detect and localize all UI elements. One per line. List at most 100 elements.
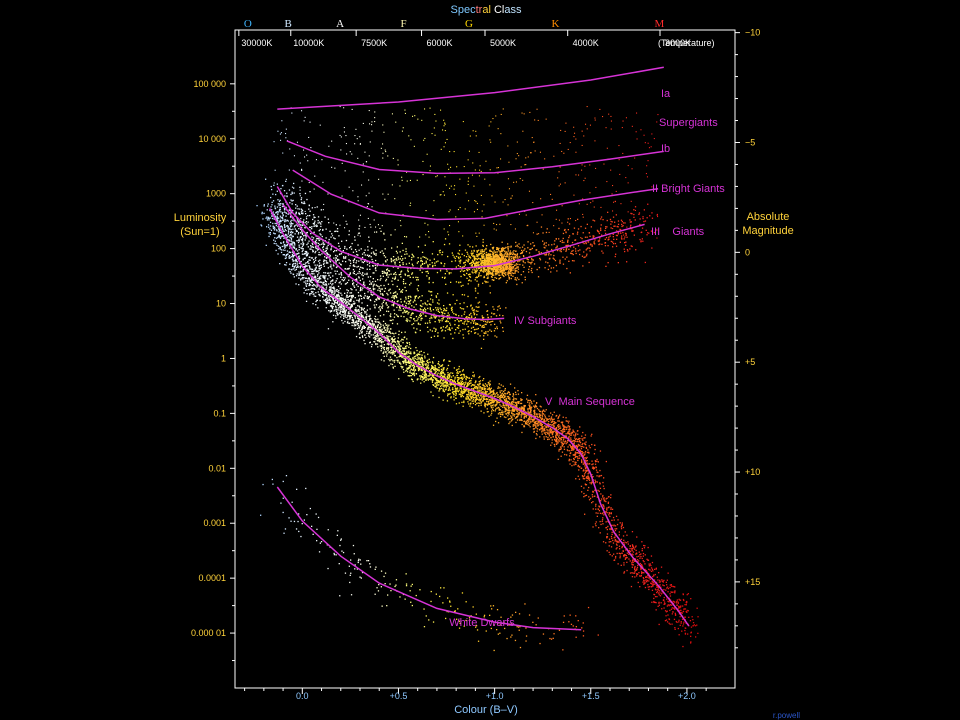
star-point — [512, 401, 514, 403]
star-point — [510, 417, 512, 420]
star-point — [297, 253, 299, 255]
star-point — [544, 425, 546, 427]
star-point — [684, 616, 686, 618]
star-point — [446, 384, 449, 386]
star-point — [469, 394, 471, 396]
star-point — [608, 545, 610, 547]
star-point — [366, 315, 368, 317]
star-point — [633, 572, 636, 574]
star-point — [674, 612, 676, 614]
star-point — [448, 377, 450, 379]
star-point — [650, 567, 653, 569]
star-point — [418, 351, 421, 353]
star-point — [654, 568, 656, 570]
star-point — [279, 215, 282, 217]
star-point — [636, 536, 638, 538]
star-point — [327, 267, 329, 269]
star-point — [302, 270, 304, 272]
star-point — [415, 295, 418, 297]
star-point — [574, 453, 577, 455]
star-point — [284, 234, 286, 237]
star-point — [503, 390, 505, 393]
star-point — [332, 321, 334, 323]
star-point — [623, 564, 625, 566]
star-point — [597, 461, 599, 463]
star-point — [271, 204, 273, 206]
star-point — [445, 310, 447, 312]
star-point — [389, 339, 391, 342]
star-point — [363, 327, 366, 329]
star-point — [525, 413, 527, 416]
star-point — [369, 299, 371, 301]
star-point — [574, 451, 577, 453]
star-point — [347, 299, 349, 301]
star-point — [485, 392, 487, 394]
star-point — [599, 512, 602, 514]
star-point — [336, 255, 339, 257]
star-point — [527, 401, 529, 403]
star-point — [298, 244, 300, 246]
star-point — [366, 295, 368, 298]
star-point — [579, 450, 581, 452]
star-point — [628, 558, 630, 560]
star-point — [443, 386, 445, 388]
star-point — [468, 320, 470, 323]
star-point — [470, 396, 472, 398]
star-point — [332, 314, 335, 316]
star-point — [342, 299, 345, 301]
star-point — [268, 235, 270, 238]
star-point — [302, 249, 304, 251]
star-point — [432, 356, 435, 359]
star-point — [461, 401, 463, 403]
star-point — [599, 469, 601, 472]
star-point — [406, 367, 408, 369]
star-point — [466, 316, 468, 318]
star-point — [493, 308, 495, 310]
star-point — [523, 425, 526, 428]
star-point — [605, 511, 607, 513]
star-point — [282, 217, 284, 219]
star-point — [620, 526, 622, 528]
star-point — [304, 289, 307, 291]
star-point — [573, 443, 575, 445]
star-point — [640, 563, 643, 566]
star-point — [413, 366, 416, 368]
star-point — [371, 320, 373, 322]
star-point — [378, 297, 381, 299]
star-point — [329, 266, 331, 268]
star-point — [611, 537, 613, 540]
star-point — [297, 265, 299, 267]
star-point — [391, 352, 393, 354]
star-point — [559, 439, 561, 441]
star-point — [456, 327, 458, 329]
star-point — [296, 263, 298, 265]
star-point — [503, 394, 505, 396]
star-point — [485, 404, 487, 406]
star-point — [498, 383, 500, 385]
star-point — [631, 566, 633, 568]
star-point — [452, 372, 454, 374]
star-point — [417, 360, 419, 362]
star-point — [310, 288, 312, 290]
star-point — [495, 408, 497, 410]
star-point — [533, 430, 535, 433]
star-point — [278, 217, 280, 219]
star-point — [291, 244, 293, 246]
star-point — [425, 374, 427, 376]
star-point — [359, 320, 361, 323]
star-point — [327, 301, 329, 304]
star-point — [280, 236, 282, 238]
star-point — [449, 317, 451, 320]
star-point — [550, 430, 552, 432]
star-point — [433, 369, 435, 371]
star-point — [451, 311, 454, 313]
star-point — [265, 244, 267, 246]
star-point — [669, 584, 671, 586]
star-point — [448, 376, 450, 378]
star-point — [391, 296, 393, 299]
star-point — [492, 398, 494, 400]
star-point — [410, 375, 412, 377]
star-point — [274, 208, 277, 210]
star-point — [588, 486, 590, 489]
star-point — [509, 393, 511, 396]
